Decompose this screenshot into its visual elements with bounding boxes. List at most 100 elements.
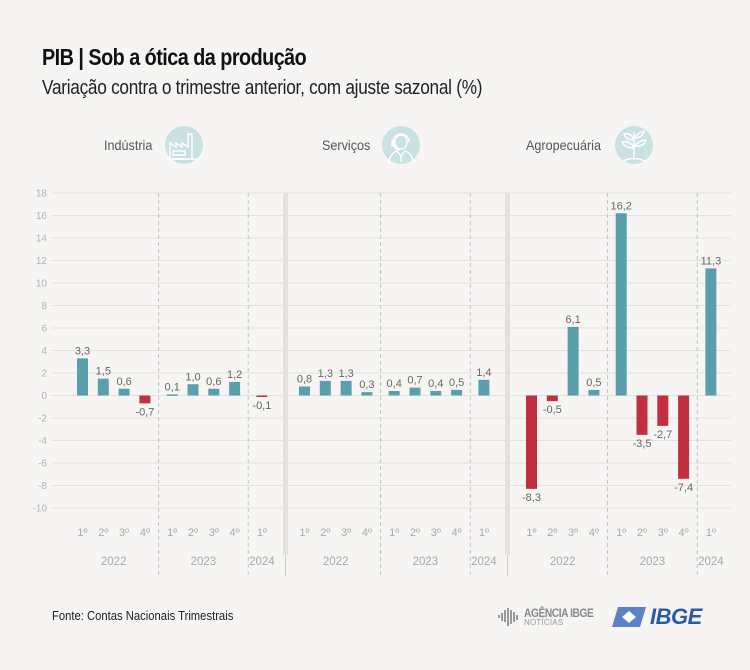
agencia-ibge-logo[interactable]: AGÊNCIA IBGE NOTÍCIAS: [498, 605, 606, 629]
panel-label-servicos: Serviços: [322, 137, 371, 153]
bar-agropecuária: [705, 268, 717, 396]
bar-serviços: [409, 387, 421, 396]
y-tick-label: 0: [41, 391, 47, 402]
quarter-label: 4º: [362, 527, 372, 539]
y-tick-label: 12: [36, 256, 48, 267]
year-label: 2023: [640, 556, 666, 568]
y-tick-label: 16: [36, 211, 48, 222]
year-dividers: [158, 193, 698, 575]
value-label: 0,1: [165, 381, 180, 393]
bar-chart: 18 16 14 12 10 8 6 4 2 0 -2 -4 -6 -8 -10 3,3 1,5 0,6 -0,7…: [33, 189, 731, 576]
quarter-label: 3º: [341, 527, 351, 539]
quarter-label: 2º: [188, 527, 198, 539]
y-tick-label: 2: [41, 369, 47, 380]
quarter-label: 1º: [299, 527, 309, 539]
quarter-label: 1º: [257, 527, 267, 539]
bar-indústria: [97, 378, 109, 396]
quarter-label: 4º: [589, 527, 599, 539]
noticias-text: NOTÍCIAS: [524, 618, 564, 627]
y-tick-label: -10: [33, 504, 48, 515]
y-tick-label: 8: [41, 301, 47, 312]
bar-indústria: [256, 395, 268, 397]
year-label: 2024: [249, 556, 275, 568]
panel-label-industria: Indústria: [104, 137, 153, 153]
bar-serviços: [340, 380, 352, 396]
value-label: 0,4: [387, 378, 402, 390]
source-note: Fonte: Contas Nacionais Trimestrais: [52, 609, 234, 623]
quarter-label: 3º: [209, 527, 219, 539]
y-tick-label: 18: [36, 189, 48, 200]
bar-agropecuária: [567, 326, 579, 396]
year-label: 2023: [413, 556, 439, 568]
panel-separator: [283, 193, 288, 555]
value-label: -8,3: [522, 492, 541, 504]
bar-serviços: [430, 391, 442, 396]
value-label: -0,5: [543, 404, 562, 416]
bar-serviços: [388, 391, 400, 396]
bar-agropecuária: [657, 395, 669, 426]
quarter-label: 1º: [526, 527, 536, 539]
quarter-label: 4º: [679, 527, 689, 539]
quarter-label: 3º: [658, 527, 668, 539]
y-tick-label: -4: [38, 436, 47, 447]
y-axis-ticks: 18 16 14 12 10 8 6 4 2 0 -2 -4 -6 -8 -10: [33, 189, 48, 515]
quarter-label: 4º: [230, 527, 240, 539]
y-tick-label: 4: [41, 346, 47, 357]
value-label: 1,3: [338, 368, 353, 380]
quarter-label: 2º: [98, 527, 108, 539]
value-label: 16,2: [610, 200, 631, 212]
bar-agropecuária: [615, 213, 627, 396]
year-label: 2024: [698, 556, 724, 568]
quarter-label: 1º: [479, 527, 489, 539]
panel-separator: [505, 193, 510, 555]
quarter-label: 1º: [77, 527, 87, 539]
value-label: 1,5: [96, 366, 111, 378]
bar-agropecuária: [678, 395, 690, 479]
ibge-logo[interactable]: IBGE: [612, 604, 702, 629]
quarter-label: 2º: [547, 527, 557, 539]
ibge-symbol-icon: [612, 607, 646, 627]
value-label: 3,3: [75, 345, 90, 357]
quarter-label: 4º: [140, 527, 150, 539]
y-tick-label: 6: [41, 324, 47, 335]
year-label: 2022: [323, 556, 349, 568]
ibge-logo-text: IBGE: [650, 604, 702, 629]
bar-serviços: [478, 379, 490, 396]
value-label: 6,1: [565, 314, 580, 326]
quarter-label: 1º: [706, 527, 716, 539]
year-label: 2023: [191, 556, 217, 568]
quarter-label: 1º: [167, 527, 177, 539]
value-label: 0,5: [586, 377, 601, 389]
quarter-label: 2º: [637, 527, 647, 539]
bar-agropecuária: [526, 395, 537, 489]
y-tick-label: -8: [38, 481, 47, 492]
value-label: 11,3: [701, 255, 722, 267]
bar-serviços: [299, 386, 310, 396]
value-label: -7,4: [674, 482, 693, 494]
value-labels: 3,3 1,5 0,6 -0,7 0,1 1,0 0,6 1,2 -0,1 0,8 1,3 1,3 0,…: [75, 200, 721, 504]
agencia-ibge-map-icon: [498, 608, 518, 626]
quarter-label: 2º: [410, 527, 420, 539]
quarter-label: 3º: [568, 527, 578, 539]
bar-serviços: [451, 389, 463, 396]
y-tick-label: 14: [36, 234, 48, 245]
bar-agropecuária: [636, 395, 648, 435]
value-label: 0,6: [206, 376, 221, 388]
year-label: 2022: [101, 556, 127, 568]
quarter-label: 1º: [389, 527, 399, 539]
panel-separators: [283, 193, 510, 576]
y-tick-label: 10: [36, 279, 48, 290]
panel-label-agropecuaria: Agropecuária: [526, 137, 601, 153]
value-label: -0,1: [252, 400, 271, 412]
quarter-label: 4º: [452, 527, 462, 539]
value-label: -2,7: [653, 429, 672, 441]
quarter-label: 3º: [119, 527, 129, 539]
x-axis-labels: 2022 2023 2024 1º 2º 3º 4º 1º 2º 3º 4º 1º 2022 2023 20…: [77, 527, 724, 568]
y-tick-label: -2: [38, 414, 47, 425]
value-label: 0,8: [297, 374, 312, 386]
quarter-label: 2º: [320, 527, 330, 539]
value-label: 1,0: [185, 371, 200, 383]
value-label: 0,4: [428, 378, 443, 390]
bar-indústria: [166, 394, 178, 396]
customer-service-headset-icon: [382, 126, 420, 164]
